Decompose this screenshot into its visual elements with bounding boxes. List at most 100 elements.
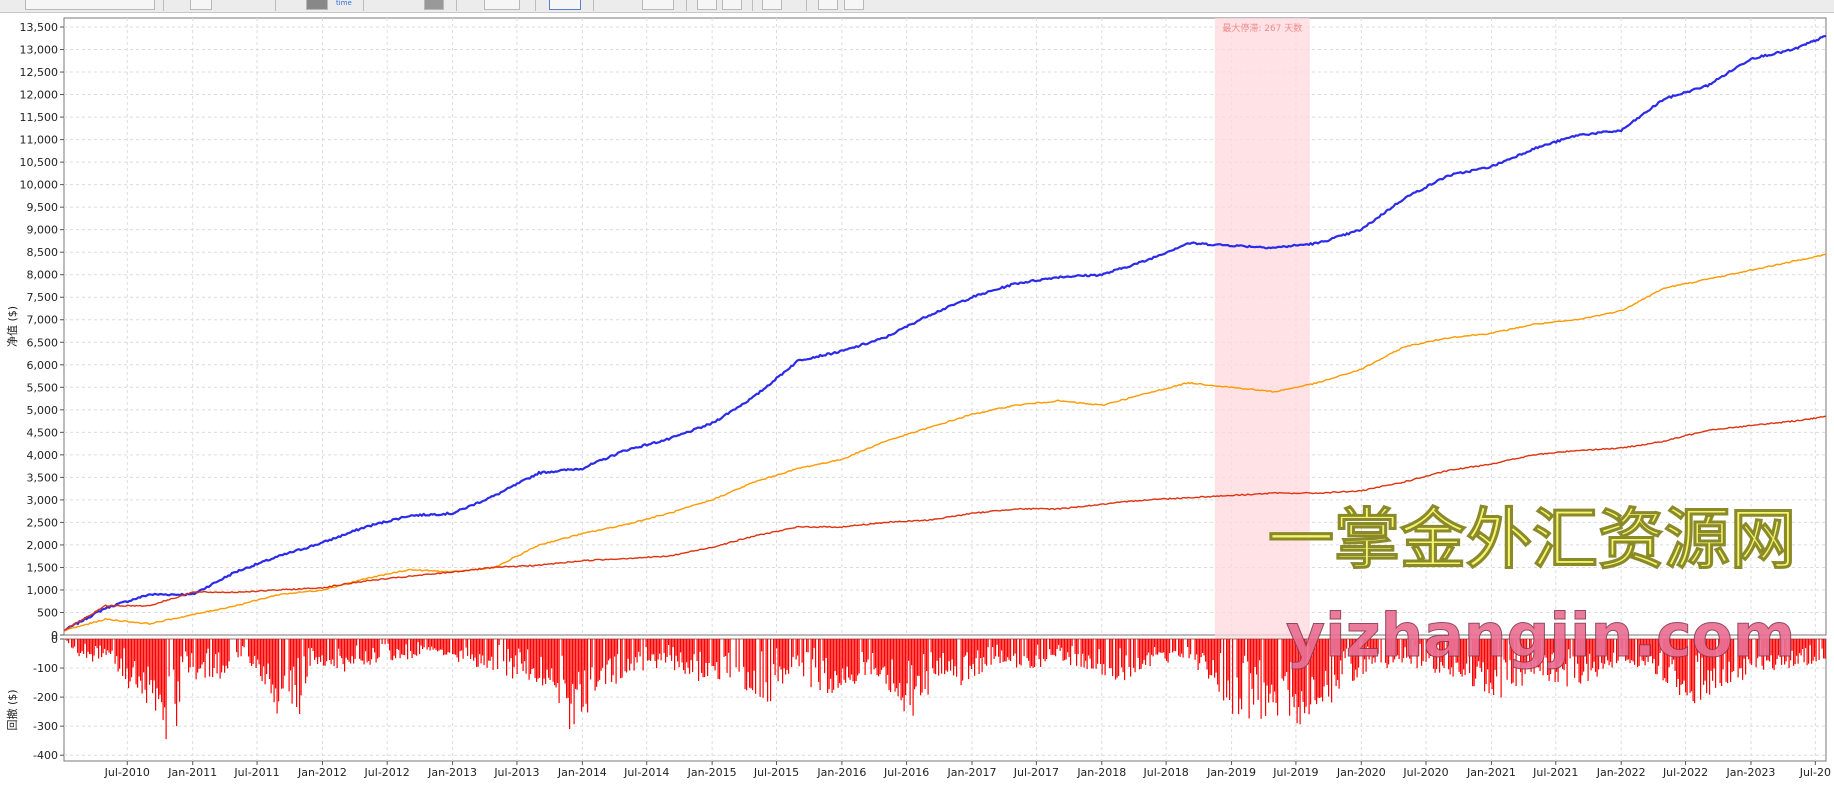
drawdown-bar: [1392, 639, 1394, 663]
drawdown-bar: [1316, 639, 1318, 705]
drawdown-bar: [1173, 639, 1175, 651]
drawdown-bar: [1349, 639, 1351, 653]
drawdown-bar: [1121, 639, 1123, 668]
drawdown-bar: [839, 639, 841, 684]
drawdown-bar: [911, 639, 913, 666]
drawdown-bar: [104, 639, 106, 649]
toolbar-button[interactable]: [424, 0, 444, 10]
drawdown-bar: [1071, 639, 1073, 647]
drawdown-bar: [626, 639, 628, 673]
drawdown-bar: [1593, 639, 1595, 662]
drawdown-bar: [1023, 639, 1025, 657]
drawdown-bar: [1118, 639, 1120, 676]
drawdown-bar: [539, 639, 541, 678]
drawdown-bar: [738, 639, 740, 672]
drawdown-bar: [1473, 639, 1475, 687]
toolbar-separator: [535, 0, 536, 11]
drawdown-bar: [1077, 639, 1079, 655]
toolbar-button[interactable]: [722, 0, 742, 10]
toolbar-button[interactable]: [484, 0, 520, 10]
toolbar-button[interactable]: [190, 0, 212, 10]
drawdown-bar: [1710, 639, 1712, 671]
drawdown-bar: [786, 639, 788, 670]
drawdown-bar: [633, 639, 635, 671]
drawdown-bar: [1724, 639, 1726, 654]
drawdown-bar: [605, 639, 607, 684]
drawdown-bar: [555, 639, 557, 688]
drawdown-bar: [953, 639, 955, 676]
drawdown-bar: [1578, 639, 1580, 683]
drawdown-bar: [1544, 639, 1546, 656]
drawdown-bar: [1340, 639, 1342, 661]
drawdown-bar: [1697, 639, 1699, 662]
drawdown-bar: [402, 639, 404, 655]
drawdown-bar: [371, 639, 373, 660]
drawdown-bar: [873, 639, 875, 670]
drawdown-bar: [642, 639, 644, 671]
toolbar-separator: [363, 0, 364, 11]
drawdown-bar: [1133, 639, 1135, 668]
drawdown-bar: [1745, 639, 1747, 675]
drawdown-bar: [1520, 639, 1522, 673]
drawdown-bar: [1484, 639, 1486, 692]
drawdown-bar: [414, 639, 416, 655]
drawdown-bar: [1449, 639, 1451, 675]
drawdown-bar: [1070, 639, 1072, 666]
drawdown-bar: [443, 639, 445, 656]
drawdown-bar: [1286, 639, 1288, 672]
drawdown-bar: [956, 639, 958, 677]
drawdown-bar: [326, 639, 328, 662]
drawdown-bar: [1569, 639, 1571, 659]
toolbar-button[interactable]: [642, 0, 674, 10]
drawdown-bar: [1160, 639, 1162, 653]
toolbar-button[interactable]: [762, 0, 782, 10]
drawdown-bar: [1599, 639, 1601, 656]
drawdown-bar: [1646, 639, 1648, 658]
drawdown-bar: [1638, 639, 1640, 666]
drawdown-bar: [773, 639, 775, 665]
toolbar-field[interactable]: [25, 0, 155, 10]
drawdown-bar: [1374, 639, 1376, 663]
time-toolbar-label[interactable]: time: [336, 0, 352, 7]
toolbar-button[interactable]: [844, 0, 864, 10]
toolbar-button[interactable]: [306, 0, 328, 10]
drawdown-bar: [143, 639, 145, 673]
drawdown-bar: [459, 639, 461, 652]
drawdown-bar: [1436, 639, 1438, 670]
drawdown-bar: [599, 639, 601, 680]
drawdown-bar: [267, 639, 269, 664]
drawdown-bar: [1589, 639, 1591, 654]
drawdown-bar: [537, 639, 539, 679]
drawdown-bar: [422, 639, 424, 649]
drawdown-bar: [1058, 639, 1060, 645]
drawdown-bar: [204, 639, 206, 678]
drawdown-bar: [792, 639, 794, 657]
drawdown-bar: [1299, 639, 1301, 725]
drawdown-bar: [1158, 639, 1160, 653]
toolbar-button[interactable]: [697, 0, 717, 10]
drawdown-bar: [1761, 639, 1763, 666]
drawdown-bar: [704, 639, 706, 678]
drawdown-bar: [207, 639, 209, 649]
drawdown-bar: [683, 639, 685, 671]
drawdown-bar: [687, 639, 689, 668]
toolbar-button[interactable]: [549, 0, 581, 10]
drawdown-bar: [366, 639, 368, 663]
drawdown-bar: [1014, 639, 1016, 654]
equity-series: [63, 34, 1827, 632]
drawdown-bar: [93, 639, 95, 656]
drawdown-bar: [269, 639, 271, 679]
drawdown-bar: [1398, 639, 1400, 659]
drawdown-bar: [1238, 639, 1240, 715]
toolbar-button[interactable]: [818, 0, 838, 10]
drawdown-bar: [1737, 639, 1739, 678]
drawdown-bar: [1464, 639, 1466, 676]
drawdown-bar: [836, 639, 838, 676]
x-tick-label: Jul-2021: [1532, 766, 1578, 779]
drawdown-bar: [1088, 639, 1090, 656]
drawdown-bar: [312, 639, 314, 651]
drawdown-bar: [795, 639, 797, 660]
drawdown-bar: [513, 639, 515, 668]
drawdown-bar: [648, 639, 650, 661]
x-tick-label: Jan-2013: [427, 766, 477, 779]
